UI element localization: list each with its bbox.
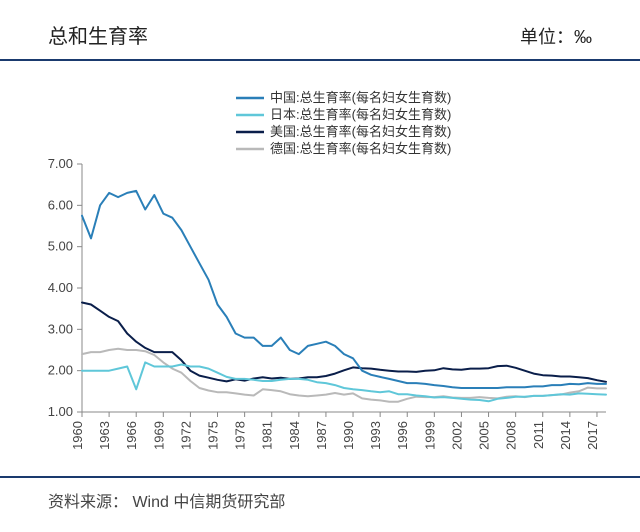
x-tick-label: 1984	[287, 421, 302, 450]
x-tick-label: 1969	[151, 421, 166, 450]
x-tick-label: 2005	[477, 421, 492, 450]
x-tick-label: 1981	[260, 421, 275, 450]
x-tick-label: 2011	[531, 421, 546, 449]
series-germany	[82, 349, 606, 402]
x-tick-label: 1978	[233, 421, 248, 450]
y-tick-label: 2.00	[48, 363, 73, 378]
legend-label-usa: 美国:总生育率(每名妇女生育数)	[270, 124, 451, 139]
x-tick-label: 2008	[504, 421, 519, 450]
chart-unit: 单位：‰	[520, 23, 592, 49]
source-text: 资料来源： Wind 中信期货研究部	[48, 494, 285, 511]
series-china	[82, 191, 606, 388]
x-tick-label: 1972	[178, 421, 193, 450]
x-tick-label: 2002	[449, 421, 464, 450]
x-tick-label: 1996	[395, 421, 410, 450]
chart-area: 1.00 2.00 3.00 4.00 5.00 6.00 7.00 1960 1963 1966…	[36, 86, 616, 466]
y-tick-label: 1.00	[48, 404, 73, 419]
series-usa	[82, 303, 606, 382]
x-tick-label: 2017	[585, 421, 600, 450]
x-tick-label: 1987	[314, 421, 329, 450]
x-tick-label: 1975	[206, 421, 221, 450]
y-tick-label: 7.00	[48, 156, 73, 171]
y-tick-label: 5.00	[48, 239, 73, 254]
x-tick-label: 1999	[422, 421, 437, 450]
y-tick-label: 4.00	[48, 280, 73, 295]
x-tick-label: 1966	[124, 421, 139, 450]
chart-footer: 资料来源： Wind 中信期货研究部	[0, 476, 640, 512]
x-tick-label: 1990	[341, 421, 356, 450]
y-tick-label: 6.00	[48, 197, 73, 212]
chart-title: 总和生育率	[48, 20, 148, 49]
line-chart-svg: 1.00 2.00 3.00 4.00 5.00 6.00 7.00 1960 1963 1966…	[36, 86, 616, 466]
legend-label-japan: 日本:总生育率(每名妇女生育数)	[270, 107, 451, 122]
chart-header: 总和生育率 单位：‰	[0, 20, 640, 61]
y-tick-label: 3.00	[48, 321, 73, 336]
x-tick-label: 2014	[558, 421, 573, 450]
x-tick-label: 1963	[97, 421, 112, 450]
x-tick-label: 1960	[70, 421, 85, 450]
x-tick-label: 1993	[368, 421, 383, 450]
legend-label-germany: 德国:总生育率(每名妇女生育数)	[270, 141, 451, 156]
legend-label-china: 中国:总生育率(每名妇女生育数)	[270, 90, 451, 105]
